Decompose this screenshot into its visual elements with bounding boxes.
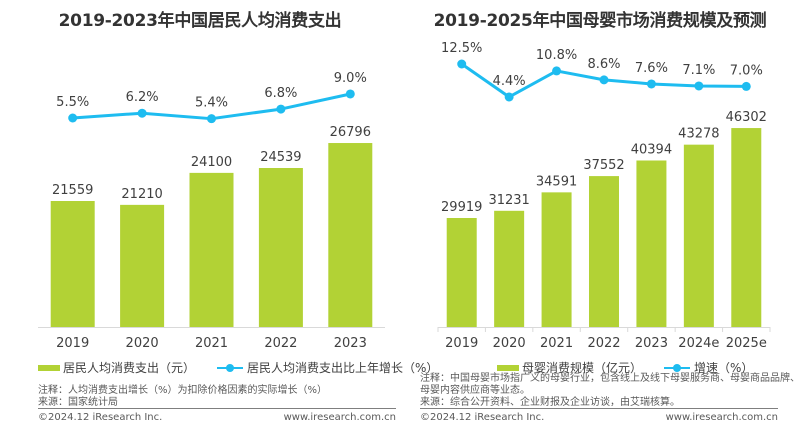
bar-value-label: 37552: [583, 158, 624, 173]
right-legend-line-item: 增速（%）: [664, 359, 753, 376]
bar-value-label: 21559: [52, 183, 93, 198]
right-footer: ©2024.12 iResearch Inc. www.iresearch.co…: [420, 408, 778, 423]
growth-value-label: 5.5%: [56, 95, 89, 110]
left-note: 注释：人均消费支出增长（%）为扣除价格因素的实际增长（%）: [38, 385, 328, 396]
growth-value-label: 7.0%: [730, 63, 763, 78]
left-footer: ©2024.12 iResearch Inc. www.iresearch.co…: [38, 408, 396, 423]
right-notes: 注释：中国母婴市场指广义的母婴行业，包含线上及线下母婴服务商、母婴商品品牌、 母…: [420, 373, 800, 409]
legend-line-marker-icon: [217, 363, 244, 372]
growth-point: [599, 75, 609, 85]
right-chart-plot: 29919 31231 34591 37552 40394 43278 46302 2019 2…: [437, 41, 771, 350]
left-legend-bar-item: 居民人均消费支出（元）: [38, 359, 195, 376]
right-legend: 母婴消费规模（亿元） 增速（%）: [497, 359, 775, 376]
bar-value-label: 40394: [631, 142, 672, 157]
growth-point: [504, 92, 514, 102]
right-note-line2: 母婴内容供应商等业态。: [420, 385, 530, 396]
legend-bar-swatch-icon: [497, 364, 519, 371]
growth-value-label: 4.4%: [493, 74, 526, 89]
growth-point: [137, 108, 147, 118]
left-chart-plot: 21559 21210 24100 24539 26796 2019 2020 2021 202…: [38, 71, 385, 350]
right-legend-bar-item: 母婴消费规模（亿元）: [497, 359, 642, 376]
left-legend-bar-label: 居民人均消费支出（元）: [63, 361, 196, 375]
bar-value-label: 34591: [536, 174, 577, 189]
growth-point: [345, 89, 355, 99]
left-website: www.iresearch.com.cn: [283, 412, 396, 423]
growth-point: [694, 81, 704, 91]
x-tick-label: 2019: [445, 336, 478, 350]
growth-value-label: 9.0%: [334, 71, 367, 86]
right-chart-title: 2019-2025年中国母婴市场消费规模及预测: [433, 11, 767, 31]
bar-value-label: 24100: [191, 155, 232, 170]
bar-value-label: 43278: [678, 127, 719, 142]
growth-value-label: 12.5%: [441, 41, 482, 56]
right-website: www.iresearch.com.cn: [665, 412, 778, 423]
x-tick-label: 2023: [334, 336, 367, 350]
x-tick-label: 2022: [587, 336, 620, 350]
x-tick-label: 2021: [195, 336, 228, 350]
bar: [636, 160, 667, 327]
x-tick-label: 2021: [540, 336, 573, 350]
bar: [589, 176, 619, 327]
bar: [120, 204, 165, 327]
right-note-line1: 注释：中国母婴市场指广义的母婴行业，包含线上及线下母婴服务商、母婴商品品牌、: [420, 373, 800, 384]
right-legend-line-label: 增速（%）: [694, 361, 754, 375]
x-tick-label: 2023: [635, 336, 668, 350]
legend-line-marker-icon: [664, 363, 691, 372]
right-copyright: ©2024.12 iResearch Inc.: [420, 412, 545, 423]
left-source: 来源：国家统计局: [38, 397, 118, 408]
growth-value-label: 6.2%: [126, 90, 159, 105]
growth-value-label: 7.6%: [635, 61, 668, 76]
left-copyright: ©2024.12 iResearch Inc.: [38, 412, 163, 423]
bar-value-label: 31231: [488, 193, 529, 208]
growth-point: [276, 104, 286, 114]
bar: [446, 218, 477, 327]
right-chart-panel: 2019-2025年中国母婴市场消费规模及预测 29919 31231 34591 3…: [400, 0, 800, 428]
bar: [731, 128, 762, 327]
left-legend-line-label: 居民人均消费支出比上年增长（%）: [247, 361, 439, 375]
growth-point: [207, 114, 216, 124]
bar: [328, 143, 373, 327]
x-tick-label: 2020: [126, 336, 159, 350]
x-tick-label: 2020: [493, 336, 526, 350]
bar: [494, 210, 525, 327]
growth-value-label: 5.4%: [195, 96, 228, 111]
bar-value-label: 21210: [121, 187, 162, 202]
left-chart-panel: 2019-2023年中国居民人均消费支出 21559 21210 24100 2453…: [38, 11, 438, 423]
growth-value-label: 8.6%: [587, 57, 620, 72]
bar: [541, 192, 572, 327]
growth-value-label: 7.1%: [682, 63, 715, 78]
bar: [683, 144, 714, 327]
x-tick-label: 2025e: [726, 336, 767, 350]
right-source: 来源：综合公开资料、企业财报及企业访谈，由艾瑞核算。: [420, 397, 680, 408]
x-tick-label: 2022: [264, 336, 297, 350]
growth-value-label: 10.8%: [536, 48, 577, 63]
left-legend: 居民人均消费支出（元） 居民人均消费支出比上年增长（%）: [38, 359, 460, 376]
bar: [189, 172, 234, 327]
bar-value-label: 46302: [726, 110, 767, 125]
left-notes: 注释：人均消费支出增长（%）为扣除价格因素的实际增长（%） 来源：国家统计局: [38, 385, 327, 409]
x-tick-label: 2019: [56, 336, 89, 350]
growth-point: [552, 66, 562, 76]
left-chart-title: 2019-2023年中国居民人均消费支出: [58, 11, 342, 31]
x-tick-label: 2024e: [678, 336, 719, 350]
bar: [50, 201, 95, 327]
bar: [258, 168, 303, 327]
growth-point: [68, 113, 78, 123]
growth-point: [646, 79, 656, 89]
bar-value-label: 24539: [260, 150, 301, 165]
legend-bar-swatch-icon: [38, 364, 60, 371]
bar-value-label: 26796: [330, 125, 371, 140]
left-legend-line-item: 居民人均消费支出比上年增长（%）: [217, 359, 438, 376]
growth-point: [457, 59, 467, 69]
growth-value-label: 6.8%: [264, 86, 297, 101]
bar-value-label: 29919: [441, 200, 482, 215]
right-legend-bar-label: 母婴消费规模（亿元）: [522, 361, 643, 375]
growth-point: [741, 81, 751, 91]
